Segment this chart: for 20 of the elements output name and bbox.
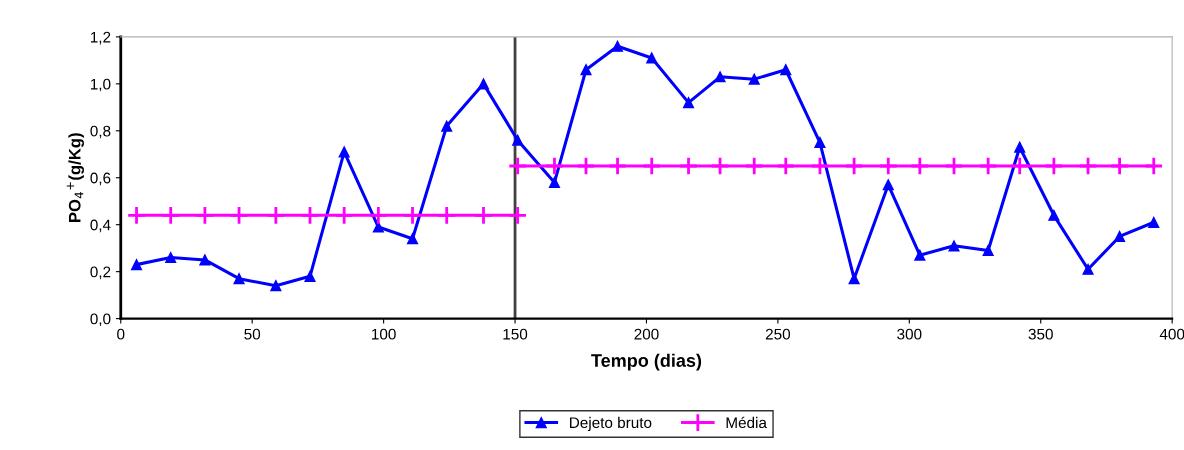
- y-axis-title: PO$_{4}$$^{+}$(g/Kg): [66, 133, 84, 222]
- x-tick-label: 100: [372, 328, 396, 340]
- x-tick-label: 250: [765, 328, 791, 340]
- x-tick-label: 400: [1159, 328, 1184, 340]
- y-tick-label: 0,6: [90, 172, 111, 186]
- y-tick-label: 0,8: [90, 125, 111, 139]
- x-tick-label: 350: [1028, 328, 1053, 340]
- x-tick-label: 150: [503, 328, 528, 340]
- y-tick-label: 1,0: [90, 78, 111, 92]
- legend-label: Média: [726, 416, 767, 429]
- x-tick-label: 0: [117, 328, 125, 340]
- y-tick-label: 0,0: [90, 313, 111, 327]
- y-tick-label: 1,2: [90, 31, 111, 45]
- legend-label: Dejeto bruto: [570, 416, 652, 432]
- x-tick-label: 200: [634, 328, 659, 340]
- y-tick-label: 0,2: [90, 266, 111, 280]
- y-tick-label: 0,4: [90, 219, 111, 233]
- x-axis-title: Tempo (dias): [591, 353, 702, 371]
- x-tick-label: 50: [244, 328, 261, 340]
- x-tick-label: 300: [897, 328, 922, 340]
